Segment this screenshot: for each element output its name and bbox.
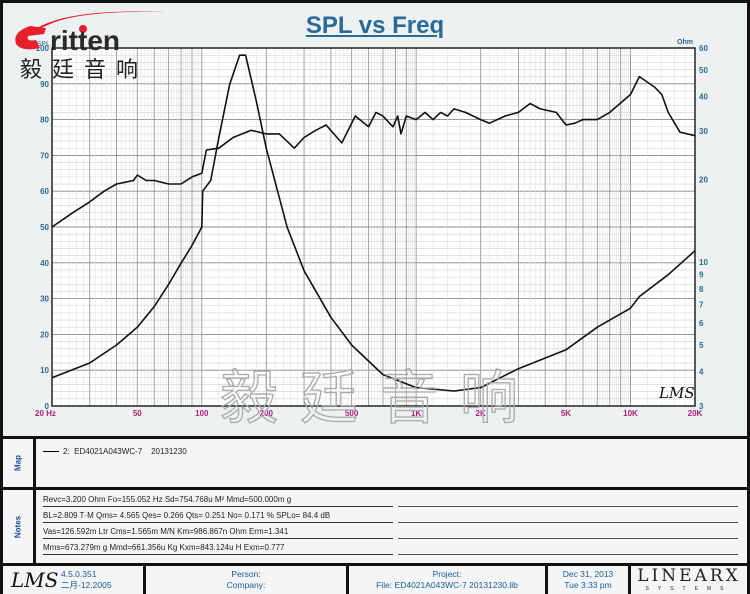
y-tick-right: 6 bbox=[699, 319, 704, 328]
x-tick: 1K bbox=[411, 409, 421, 418]
y-tick-right: 10 bbox=[699, 258, 708, 267]
project-info: Project: File: ED4021A043WC-7 20131230.li… bbox=[349, 566, 548, 594]
build-date: 二月-12.2005 bbox=[61, 580, 112, 590]
person-info: Person: Company: bbox=[146, 566, 349, 594]
y-tick-right: 5 bbox=[699, 341, 704, 350]
note-line: BL=2.809 T·M Qms= 4.565 Qes= 0.266 Qts= … bbox=[43, 511, 393, 523]
y-tick-right: 9 bbox=[699, 271, 704, 280]
y-tick-left: 80 bbox=[40, 116, 49, 125]
software-info: LMS 4.5.0.351 二月-12.2005 bbox=[3, 566, 146, 594]
y-tick-left: 50 bbox=[40, 223, 49, 232]
y-tick-right: 50 bbox=[699, 66, 708, 75]
spl-chart: 0 10 20 30 40 50 60 70 80 90 100 3 4 5 6 7 8 9 10 20 30 40 50 6… bbox=[26, 39, 708, 418]
y-tick-left: 100 bbox=[36, 44, 50, 53]
y-axis-label-right: Ohm bbox=[677, 39, 693, 46]
x-tick: 100 bbox=[195, 409, 209, 418]
map-side-label: Map bbox=[3, 439, 36, 487]
y-tick-right: 40 bbox=[699, 92, 708, 101]
lms-logo: LMS bbox=[11, 568, 59, 592]
x-tick: 20 Hz bbox=[35, 409, 56, 418]
x-tick: 2K bbox=[476, 409, 486, 418]
x-tick: 20K bbox=[688, 409, 703, 418]
y-tick-left: 20 bbox=[40, 330, 49, 339]
y-tick-right: 30 bbox=[699, 127, 708, 136]
map-entry[interactable]: 2: ED4021A043WC-7 20131230 bbox=[43, 447, 187, 456]
y-tick-right: 4 bbox=[699, 368, 704, 377]
y-tick-right: 7 bbox=[699, 301, 704, 310]
y-tick-left: 90 bbox=[40, 80, 49, 89]
spl-curve bbox=[51, 75, 696, 228]
x-tick: 50 bbox=[133, 409, 142, 418]
y-tick-right: 60 bbox=[699, 44, 708, 53]
notes-side-label: Notes bbox=[3, 490, 36, 563]
x-tick: 200 bbox=[260, 409, 274, 418]
y-tick-right: 8 bbox=[699, 285, 704, 294]
footer: LMS 4.5.0.351 二月-12.2005 Person: Company: … bbox=[3, 563, 747, 594]
ritten-logo: ritten 毅廷音响 bbox=[15, 11, 166, 80]
y-tick-right: 20 bbox=[699, 175, 708, 184]
x-tick: 10K bbox=[623, 409, 638, 418]
watermark: 毅廷音响 bbox=[220, 363, 540, 430]
version: 4.5.0.351 bbox=[61, 569, 97, 579]
note-line: Mms=673.279m g Mmd=661.356u Kg Kxm=843.1… bbox=[43, 543, 393, 555]
y-tick-left: 70 bbox=[40, 151, 49, 160]
y-tick-left: 30 bbox=[40, 295, 49, 304]
notes-panel: Notes Revc=3.200 Ohm Fo=155.052 Hz Sd=75… bbox=[3, 487, 747, 563]
y-tick-left: 0 bbox=[45, 402, 50, 411]
svg-text:毅廷音响: 毅廷音响 bbox=[220, 364, 540, 430]
note-line: Revc=3.200 Ohm Fo=155.052 Hz Sd=754.768u… bbox=[43, 495, 393, 507]
chart-title: SPL vs Freq bbox=[305, 12, 445, 39]
map-panel: Map 2: ED4021A043WC-7 20131230 bbox=[3, 436, 747, 487]
y-tick-left: 40 bbox=[40, 259, 49, 268]
date-info: Dec 31, 2013 Tue 3:33 pm bbox=[548, 566, 631, 594]
x-tick: 500 bbox=[345, 409, 359, 418]
logo-text: ritten bbox=[50, 25, 120, 56]
x-tick: 5K bbox=[561, 409, 571, 418]
linearx-logo: LINEARX SYSTEMS bbox=[637, 566, 741, 593]
y-tick-left: 60 bbox=[40, 187, 49, 196]
y-tick-right: 3 bbox=[699, 402, 704, 411]
lms-corner-mark: LMS bbox=[658, 384, 695, 402]
logo-chinese: 毅廷音响 bbox=[20, 58, 148, 80]
impedance-curve bbox=[51, 54, 696, 392]
y-tick-left: 10 bbox=[40, 366, 49, 375]
note-line: Vas=126.592m Ltr Cms=1.565m M/N Km=986.8… bbox=[43, 527, 393, 539]
